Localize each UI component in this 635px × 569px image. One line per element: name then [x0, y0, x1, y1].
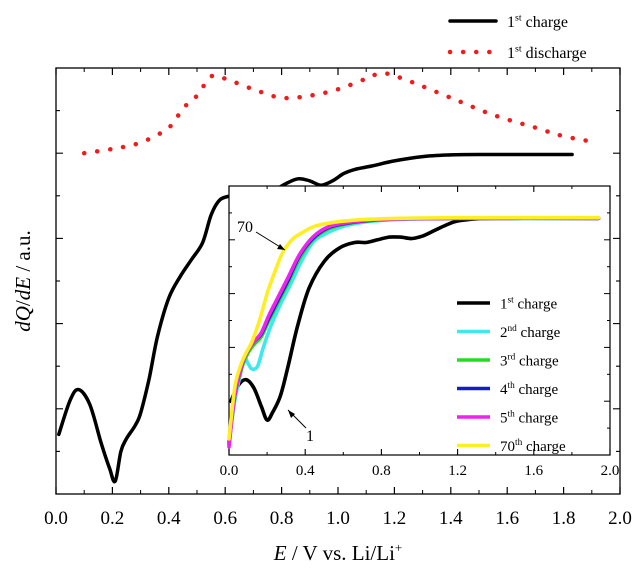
inset-x-tick-label: 0.8	[372, 463, 391, 479]
main-x-tick-label: 0.0	[44, 508, 68, 529]
x-axis-label-sup: +	[395, 540, 402, 555]
main-x-tick-label: 0.2	[101, 508, 125, 529]
inset-x-ticks: 0.0 0.4 0.8 1.2 1.6 2.0	[220, 186, 620, 479]
inset-x-tick-label: 0.0	[220, 463, 239, 479]
inset-legend-label-4th: 4th charge	[500, 381, 559, 398]
annotation-1-arrowhead	[288, 410, 295, 418]
main-x-tick-label: 1.0	[326, 508, 350, 529]
annotation-70-arrowhead	[277, 244, 285, 250]
inset-x-tick-label: 1.6	[524, 463, 543, 479]
inset-legend-label-1st-sup: st	[508, 296, 515, 306]
inset-legend-label-2nd: 2nd charge	[500, 324, 561, 341]
annotation-1: 1	[306, 428, 314, 445]
inset-legend-label-1st: 1st charge	[500, 296, 557, 313]
legend-label-charge-sup: st	[515, 13, 522, 24]
inset-legend-label-3rd-sup: rd	[508, 353, 516, 363]
inset-frame	[228, 185, 611, 456]
main-x-tick-label: 1.6	[495, 508, 519, 529]
inset-legend-label-70th: 70th charge	[500, 438, 566, 455]
inset-legend-label-1st-rest: charge	[514, 297, 558, 313]
y-axis-label: dQ/dE / a.u.	[11, 230, 35, 332]
legend-label-charge-rest: charge	[522, 14, 568, 31]
inset-legend-label-4th-rest: charge	[515, 382, 559, 398]
main-x-tick-label: 0.4	[157, 508, 181, 529]
inset-legend-label-70th-base: 70	[500, 439, 515, 455]
inset-line-70th	[227, 215, 601, 441]
annotation-70: 70	[237, 219, 253, 236]
legend-label-discharge-rest: discharge	[522, 45, 587, 62]
inset-legend-label-70th-sup: th	[515, 438, 523, 448]
inset-legend-label-2nd-sup: nd	[508, 324, 518, 334]
inset-legend-label-4th-base: 4	[500, 382, 508, 398]
x-axis-label: E / V vs. Li/Li+	[273, 540, 403, 565]
inset-x-tick-label: 0.4	[296, 463, 315, 479]
main-x-tick-label: 1.8	[552, 508, 576, 529]
main-x-tick-label: 1.4	[439, 508, 463, 529]
inset-legend-label-4th-sup: th	[508, 381, 516, 391]
inset-legend-label-5th-base: 5	[500, 411, 508, 427]
x-axis-label-text: / V vs. Li/Li	[287, 541, 395, 565]
x-axis-label-var: E	[273, 541, 287, 565]
y-axis-label-text: / a.u.	[11, 230, 35, 277]
main-x-tick-label: 0.8	[270, 508, 294, 529]
inset-legend-label-5th-rest: charge	[515, 411, 559, 427]
legend-label-discharge-base: 1	[507, 45, 515, 62]
legend-label-charge-base: 1	[507, 14, 515, 31]
y-axis-label-var2: dE	[11, 277, 35, 301]
main-x-tick-label: 1.2	[383, 508, 407, 529]
legend-label-charge: 1st charge	[507, 13, 568, 31]
inset-legend-label-2nd-rest: charge	[517, 325, 561, 341]
inset-legend-label-70th-rest: charge	[522, 439, 566, 455]
y-axis-label-slash: /	[11, 300, 35, 306]
main-x-tick-label: 2.0	[608, 508, 632, 529]
main-plot: 0.0 0.2 0.4 0.6 0.8 1.0 1.2 1.4 1.6 1.8 2.0	[44, 67, 632, 529]
legend-label-discharge-sup: st	[515, 44, 522, 55]
first-discharge-line	[81, 70, 600, 156]
y-axis-label-var1: dQ	[11, 306, 35, 332]
inset-legend-label-3rd: 3rd charge	[500, 353, 559, 370]
inset-legend-label-5th: 5th charge	[500, 410, 559, 427]
main-x-ticks: 0.0 0.2 0.4 0.6 0.8 1.0 1.2 1.4 1.6 1.8 2.0	[44, 68, 632, 529]
inset-x-tick-label: 1.2	[448, 463, 467, 479]
inset-x-tick-label: 2.0	[601, 463, 620, 479]
inset-legend-label-3rd-base: 3	[500, 354, 508, 370]
legend-label-discharge: 1st discharge	[507, 44, 587, 62]
inset-legend-label-5th-sup: th	[508, 410, 516, 420]
inset-legend-label-2nd-base: 2	[500, 325, 508, 341]
inset-legend-label-1st-base: 1	[500, 297, 508, 313]
inset-legend-label-3rd-rest: charge	[515, 354, 559, 370]
main-x-tick-label: 0.6	[213, 508, 237, 529]
